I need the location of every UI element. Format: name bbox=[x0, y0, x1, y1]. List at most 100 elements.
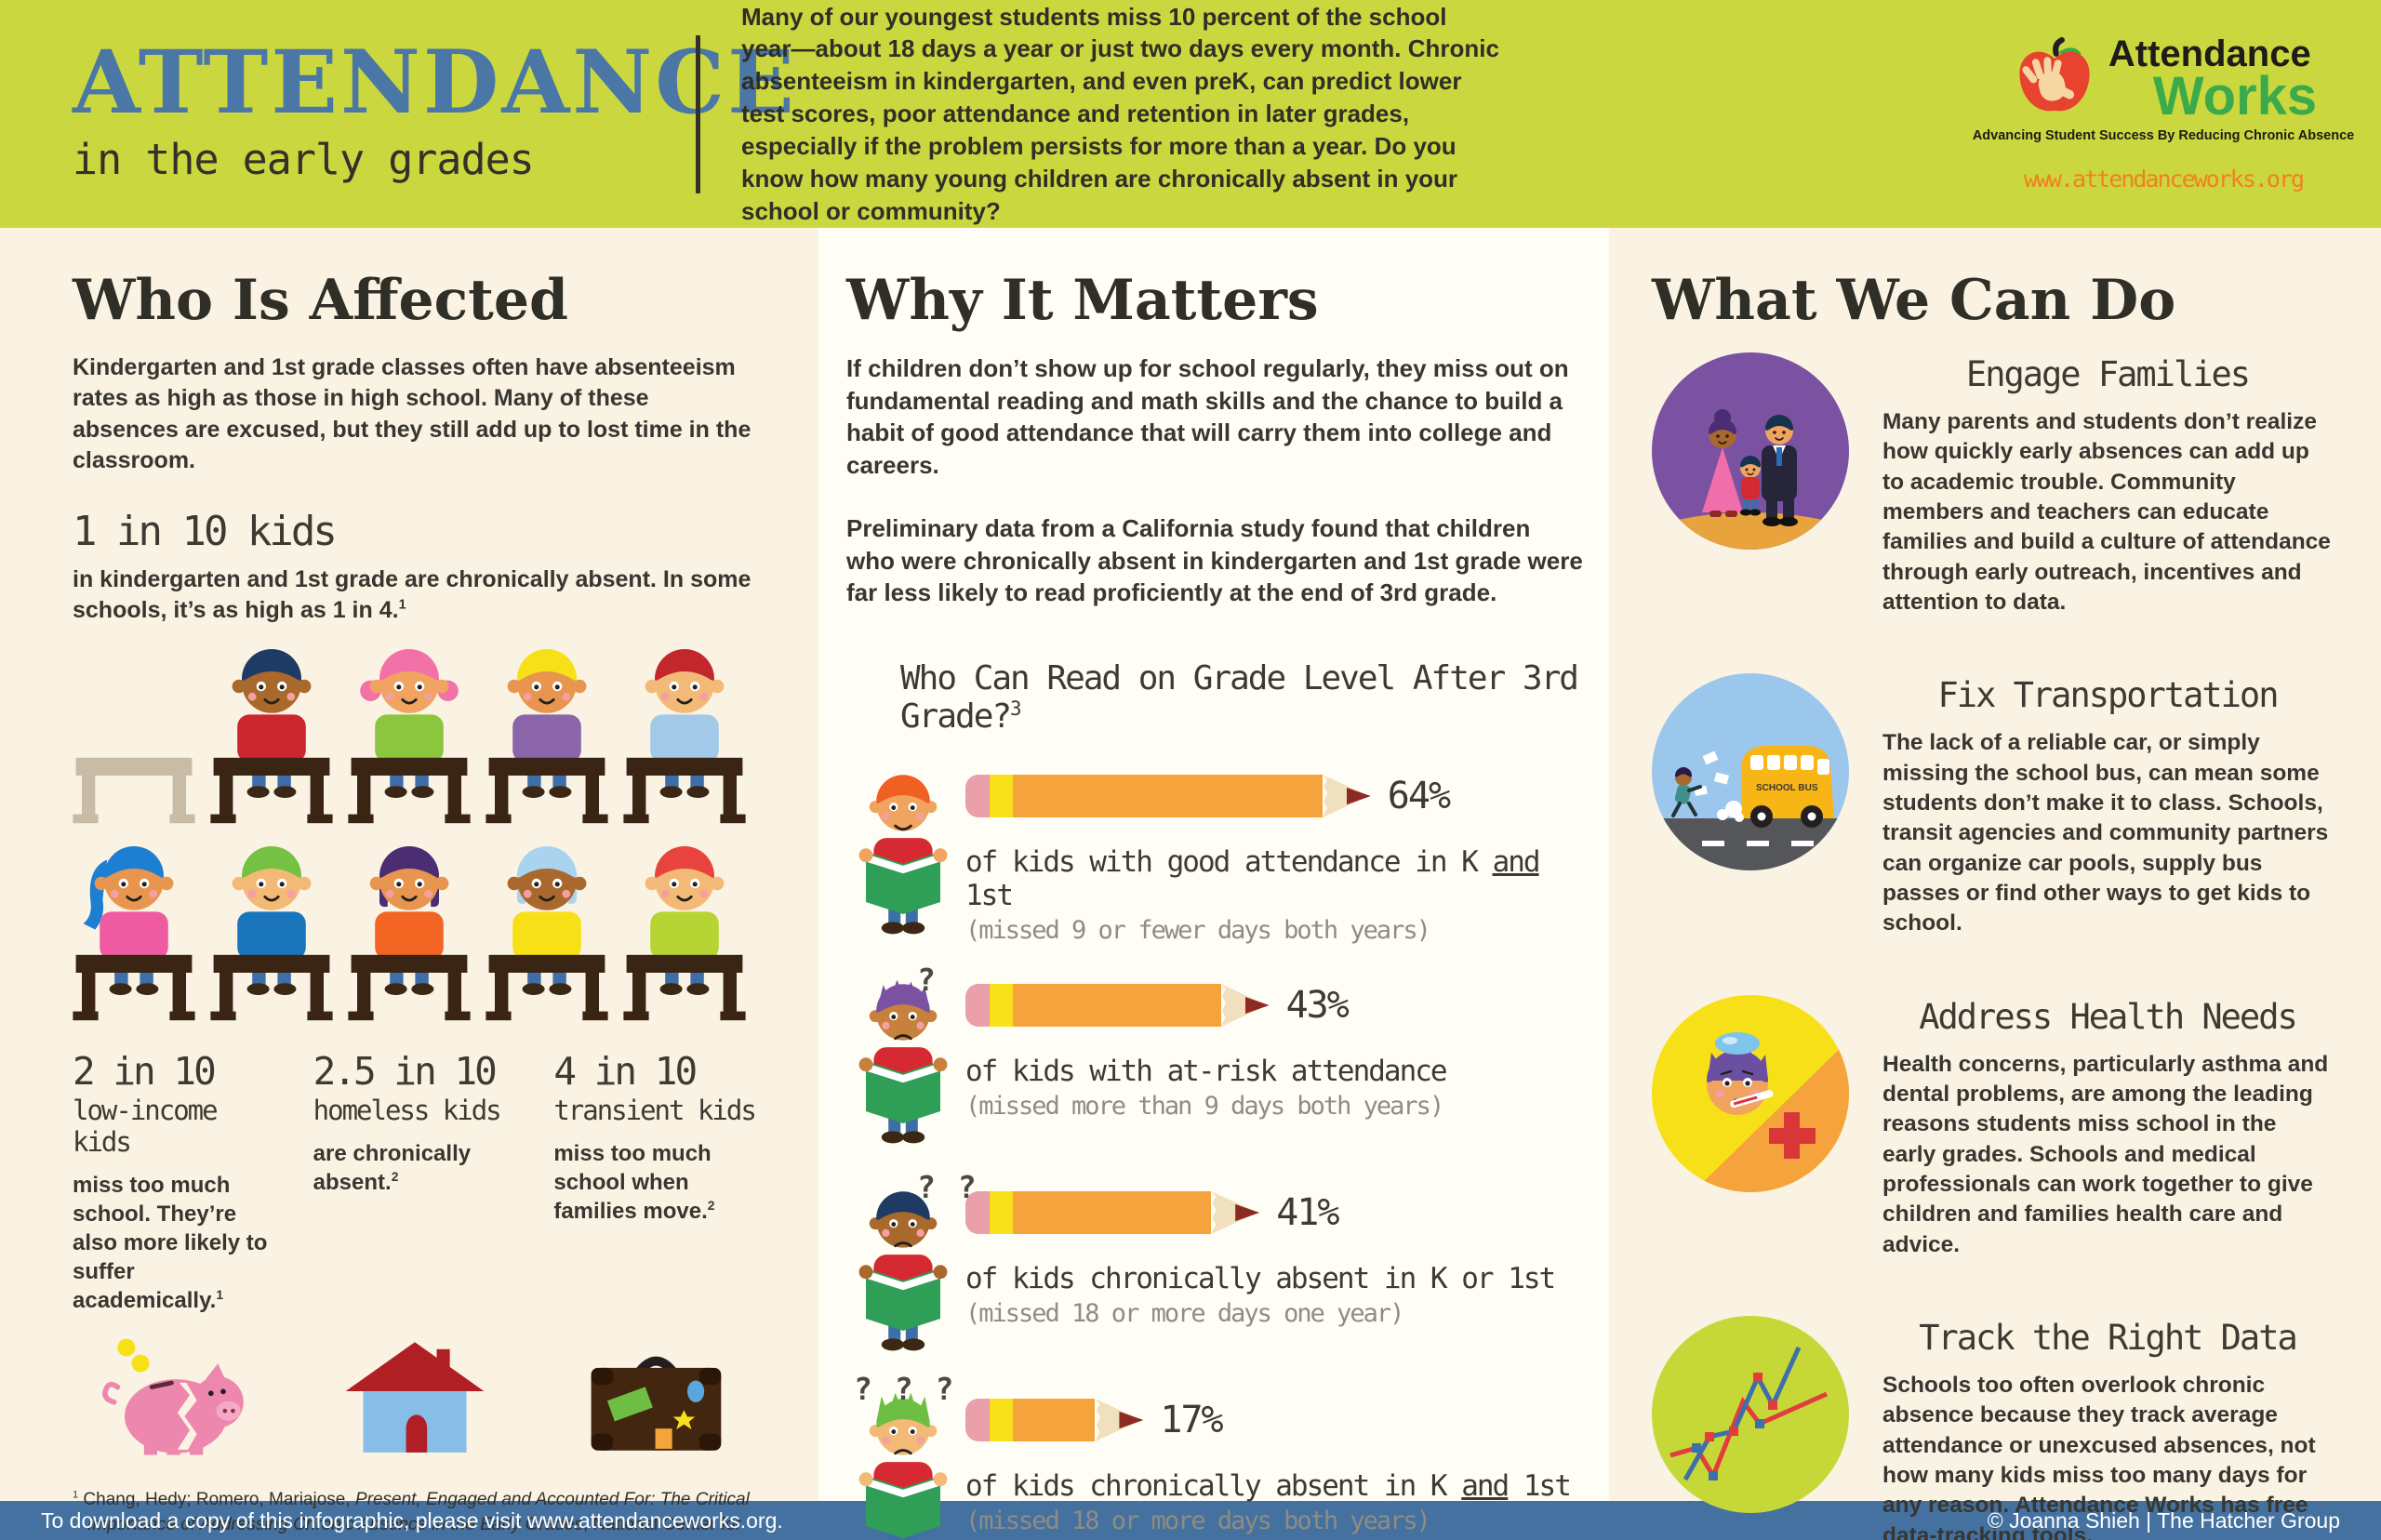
label-pre: of kids chronically absent in K or 1st bbox=[965, 1262, 1556, 1296]
stat-low-income-text: miss too much school. They’re also more … bbox=[73, 1171, 276, 1316]
pencil-body bbox=[1013, 775, 1323, 818]
stat-transient-big: 4 in 10 bbox=[553, 1048, 698, 1094]
stat-1-in-10-text-body: in kindergarten and 1st grade are chroni… bbox=[73, 566, 752, 624]
pencil-tip bbox=[1119, 1411, 1144, 1429]
action-body: Track the Right Data Schools too often o… bbox=[1882, 1316, 2333, 1540]
chart-row-subnote: (missed more than 9 days both years) bbox=[965, 1092, 1444, 1122]
action-body: Fix Transportation The lack of a reliabl… bbox=[1882, 673, 2333, 938]
masthead: ATTENDANCE in the early grades Many of o… bbox=[0, 0, 2381, 228]
label-pre: of kids chronically absent in K bbox=[965, 1469, 1462, 1504]
footer-credit: © Joanna Shieh | The Hatcher Group bbox=[1987, 1507, 2340, 1533]
attendance-works-logo: Attendance Works Advancing Student Succe… bbox=[1973, 33, 2354, 193]
pencil-body bbox=[1013, 984, 1221, 1028]
stat-transient-label: transient kids bbox=[553, 1094, 756, 1126]
footer-bar: To download a copy of this infographic, … bbox=[0, 1501, 2381, 1540]
logo-word-attendance: Attendance bbox=[2108, 33, 2311, 74]
action-track-the-right-data: Track the Right Data Schools too often o… bbox=[1652, 1315, 2333, 1540]
logo-word-works: Works bbox=[2152, 65, 2318, 126]
question-marks: ? ? bbox=[917, 1169, 978, 1206]
bus-side-text: SCHOOL BUS bbox=[1756, 783, 1818, 793]
poster-title: ATTENDANCE bbox=[73, 31, 797, 134]
stat-transient: 4 in 10 transient kids miss too much sch… bbox=[553, 1048, 757, 1316]
logo-tagline: Advancing Student Success By Reducing Ch… bbox=[1972, 128, 2355, 144]
label-underlined: and bbox=[1461, 1469, 1510, 1504]
poster-subtitle: in the early grades bbox=[73, 135, 535, 185]
who-footnotes: 1 Chang, Hedy; Romero, Mariajose, Presen… bbox=[73, 1488, 757, 1540]
logo-url-link[interactable]: www.attendanceworks.org bbox=[2023, 166, 2305, 193]
pencil-eraser bbox=[965, 1191, 990, 1235]
pencil-tip bbox=[1244, 996, 1270, 1015]
logo-row: Attendance Works bbox=[2010, 33, 2318, 126]
pencil-tip bbox=[1235, 1203, 1260, 1222]
chart-row-subnote: (missed 18 or more days both years) bbox=[965, 1507, 1431, 1536]
stat-1-in-10-text: in kindergarten and 1st grade are chroni… bbox=[73, 564, 757, 627]
content-columns: Who Is Affected Kindergarten and 1st gra… bbox=[0, 228, 2381, 1540]
question-marks: ? bbox=[917, 962, 938, 999]
pencil-bar-43: 43% bbox=[965, 984, 1585, 1028]
line-chart-icon bbox=[1652, 1315, 1849, 1513]
house-icon bbox=[345, 1342, 485, 1453]
footnote-1-title: Present, Engaged and Accounted For: The … bbox=[87, 1490, 750, 1534]
logo-wordmark: Attendance Works bbox=[2108, 33, 2318, 126]
action-body: Address Health Needs Health concerns, pa… bbox=[1882, 995, 2333, 1260]
pencil-bar-41: 41% bbox=[965, 1191, 1585, 1235]
chart-title: Who Can Read on Grade Level After 3rd Gr… bbox=[900, 659, 1585, 736]
reading-kid-worried-icon: ? bbox=[846, 962, 965, 1152]
pencil-eraser bbox=[965, 984, 990, 1028]
label-pre: of kids with good attendance in K bbox=[965, 845, 1493, 880]
stat-low-income-label: low-income kids bbox=[73, 1094, 219, 1158]
stat-low-income-big: 2 in 10 bbox=[73, 1048, 217, 1094]
chart-row-body: 41% of kids chronically absent in K or 1… bbox=[965, 1182, 1585, 1360]
action-engage-families: Engage Families Many parents and student… bbox=[1652, 352, 2333, 617]
pencil-bar-17: 17% bbox=[965, 1399, 1585, 1442]
footer-download-link[interactable]: To download a copy of this infographic, … bbox=[41, 1507, 783, 1533]
chart-row-subnote: (missed 18 or more days one year) bbox=[965, 1299, 1404, 1329]
family-icon bbox=[1652, 352, 1849, 550]
apple-hand-icon bbox=[2019, 36, 2090, 112]
pencil-eraser bbox=[965, 1399, 990, 1442]
stat-homeless-big: 2.5 in 10 bbox=[313, 1048, 498, 1094]
footnote-1-post: , National Center for Children in Povert… bbox=[87, 1514, 742, 1540]
footnote-1: 1 Chang, Hedy; Romero, Mariajose, Presen… bbox=[73, 1488, 757, 1540]
chart-row-chronic-both-years: ? ? ? 17% of kids chronically absent in … bbox=[846, 1371, 1585, 1540]
stat-transient-text: miss too much school when families move.… bbox=[553, 1139, 757, 1227]
action-title-fix-transportation: Fix Transportation bbox=[1937, 675, 2280, 716]
action-body: Engage Families Many parents and student… bbox=[1882, 352, 2333, 617]
pencil-value: 64% bbox=[1387, 775, 1451, 818]
chart-row-at-risk: ? 43% of kids with at-risk attendance (m… bbox=[846, 962, 1585, 1152]
reading-kid-svg bbox=[858, 1191, 948, 1351]
pencil-ferrule bbox=[990, 775, 1013, 818]
chart-row-body: 17% of kids chronically absent in K and … bbox=[965, 1389, 1585, 1540]
chart-row-label: of kids chronically absent in K or 1st bbox=[965, 1262, 1585, 1295]
pencil-eraser bbox=[965, 775, 990, 818]
stat-1-in-10: 1 in 10 kids bbox=[73, 508, 338, 555]
label-post: 1st bbox=[965, 879, 1014, 913]
reading-kid-svg bbox=[858, 775, 948, 935]
why-para-1: If children don’t show up for school reg… bbox=[846, 354, 1569, 479]
question-marks: ? ? ? bbox=[854, 1371, 956, 1408]
action-text-engage-families: Many parents and students don’t realize … bbox=[1882, 409, 2331, 615]
who-intro: Kindergarten and 1st grade classes often… bbox=[73, 354, 752, 473]
pencil-value: 41% bbox=[1276, 1191, 1339, 1235]
action-title-address-health-needs: Address Health Needs bbox=[1919, 996, 2298, 1037]
reading-kid-happy-icon bbox=[846, 765, 965, 945]
classroom-kids-illustration bbox=[73, 647, 746, 1020]
who-stats-row: 2 in 10 low-income kids miss too much sc… bbox=[73, 1048, 757, 1316]
action-text-track-the-right-data: Schools too often overlook chronic absen… bbox=[1882, 1372, 2316, 1540]
chart-row-label: of kids chronically absent in K and 1st bbox=[965, 1469, 1585, 1503]
section-who-is-affected: Who Is Affected Kindergarten and 1st gra… bbox=[0, 228, 818, 1540]
label-pre: of kids with at-risk attendance bbox=[965, 1055, 1448, 1089]
chart-title-text: Who Can Read on Grade Level After 3rd Gr… bbox=[900, 659, 1579, 737]
chart-title-footnote-ref: 3 bbox=[1010, 697, 1022, 721]
pencil-ferrule bbox=[990, 1399, 1013, 1442]
who-heading: Who Is Affected bbox=[73, 268, 568, 333]
school-bus-icon: SCHOOL BUS bbox=[1652, 673, 1849, 871]
action-text-fix-transportation: The lack of a reliable car, or simply mi… bbox=[1882, 730, 2329, 936]
stat-transient-text-body: miss too much school when families move. bbox=[553, 1140, 712, 1224]
footnote-ref: 2 bbox=[391, 1168, 399, 1184]
stat-low-income-text-body: miss too much school. They’re also more … bbox=[73, 1172, 268, 1314]
pencil-body bbox=[1013, 1191, 1212, 1235]
footnote-1-ref: 1 bbox=[73, 1490, 79, 1502]
pencil-bar-64: 64% bbox=[965, 775, 1585, 818]
